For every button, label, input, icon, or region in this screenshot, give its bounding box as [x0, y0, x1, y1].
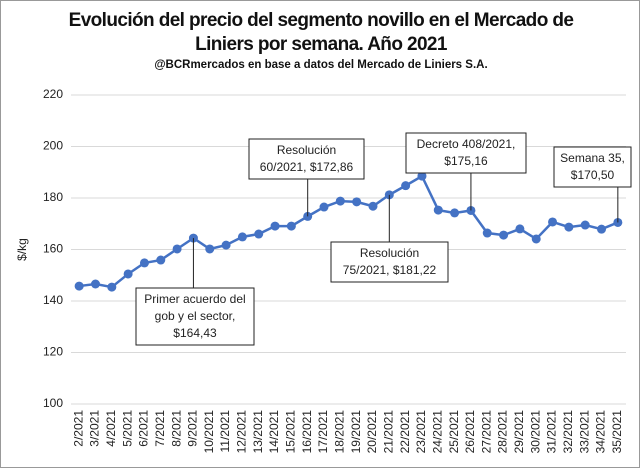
- point: [401, 181, 411, 191]
- point: [515, 224, 525, 234]
- x-tick-label: 34/2021: [594, 410, 608, 454]
- x-tick-label: 35/2021: [610, 410, 624, 454]
- x-tick-label: 12/2021: [235, 410, 249, 454]
- x-tick-label: 10/2021: [202, 410, 216, 454]
- point: [368, 201, 378, 211]
- x-tick-label: 15/2021: [284, 410, 298, 454]
- annotation-text: Primer acuerdo del: [144, 292, 245, 306]
- x-tick-label: 19/2021: [349, 410, 363, 454]
- annotation-text: $175,16: [444, 154, 488, 168]
- x-tick-label: 32/2021: [561, 410, 575, 454]
- y-tick-label: 180: [43, 190, 63, 204]
- x-tick-label: 26/2021: [463, 410, 477, 454]
- x-tick-label: 3/2021: [88, 410, 102, 447]
- y-tick-label: 160: [43, 242, 63, 256]
- x-tick-label: 13/2021: [251, 410, 265, 454]
- point: [580, 220, 590, 230]
- y-tick-label: 200: [43, 139, 63, 153]
- x-tick-label: 24/2021: [430, 410, 444, 454]
- x-tick-label: 16/2021: [300, 410, 314, 454]
- annotation-box: [405, 132, 527, 174]
- annotation-text: $170,50: [571, 168, 615, 182]
- point: [74, 281, 84, 291]
- annotation-box: [248, 138, 365, 180]
- annotation-text: 60/2021, $172,86: [260, 160, 354, 174]
- chart-title: Evolución del precio del segmento novill…: [68, 10, 574, 55]
- point: [172, 244, 182, 254]
- x-tick-label: 31/2021: [545, 410, 559, 454]
- x-tick-label: 20/2021: [365, 410, 379, 454]
- y-tick-label: 140: [43, 293, 63, 307]
- annotation-text: $164,43: [173, 326, 217, 340]
- annotation-text: Resolución: [360, 246, 419, 260]
- point: [335, 196, 345, 206]
- x-tick-label: 27/2021: [479, 410, 493, 454]
- x-tick-label: 11/2021: [218, 410, 232, 453]
- point: [531, 234, 541, 244]
- point: [270, 221, 280, 231]
- annotation-text: Decreto 408/2021,: [417, 137, 516, 151]
- annotation-box: [330, 241, 449, 283]
- point: [499, 230, 509, 240]
- x-tick-label: 21/2021: [381, 410, 395, 454]
- annotation-text: gob y el sector,: [155, 309, 236, 323]
- annotation-box: [135, 287, 255, 346]
- point: [286, 221, 296, 231]
- x-tick-label: 5/2021: [120, 410, 134, 447]
- point: [352, 197, 362, 207]
- x-tick-label: 28/2021: [496, 410, 510, 454]
- point: [417, 171, 427, 181]
- y-tick-label: 120: [43, 345, 63, 359]
- annotation-text: Semana 35,: [560, 151, 625, 165]
- point: [123, 269, 133, 279]
- x-tick-label: 22/2021: [398, 410, 412, 454]
- point: [450, 208, 460, 218]
- x-tick-label: 8/2021: [169, 410, 183, 447]
- y-axis-label: $/kg: [15, 238, 29, 261]
- x-tick-label: 14/2021: [267, 410, 281, 454]
- point: [221, 240, 231, 250]
- point: [237, 232, 247, 242]
- annotation-box: [553, 146, 632, 188]
- line: [79, 174, 619, 289]
- x-tick-label: 4/2021: [104, 410, 118, 447]
- x-tick-label: 9/2021: [186, 410, 200, 447]
- point: [90, 279, 100, 289]
- point: [319, 202, 329, 212]
- x-tick-label: 7/2021: [153, 410, 167, 447]
- y-tick-label: 100: [43, 396, 63, 410]
- y-tick-label: 220: [43, 87, 63, 101]
- x-tick-label: 18/2021: [333, 410, 347, 454]
- chart-subtitle: @BCRmercados en base a datos del Mercado…: [154, 59, 488, 71]
- x-tick-label: 23/2021: [414, 410, 428, 454]
- point: [433, 205, 443, 215]
- point: [564, 222, 574, 232]
- x-tick-label: 33/2021: [577, 410, 591, 454]
- x-tick-label: 17/2021: [316, 410, 330, 454]
- point: [205, 244, 215, 254]
- x-tick-label: 2/2021: [71, 410, 85, 447]
- point: [254, 229, 264, 239]
- x-tick-label: 30/2021: [528, 410, 542, 454]
- point: [156, 255, 166, 265]
- point: [482, 228, 492, 238]
- point: [107, 282, 117, 292]
- x-tick-label: 25/2021: [447, 410, 461, 454]
- point: [548, 217, 558, 227]
- point: [597, 224, 607, 234]
- annotation-text: Resolución: [277, 143, 336, 157]
- x-tick-label: 29/2021: [512, 410, 526, 454]
- point: [139, 258, 149, 268]
- x-tick-label: 6/2021: [137, 410, 151, 447]
- annotation-text: 75/2021, $181,22: [343, 263, 437, 277]
